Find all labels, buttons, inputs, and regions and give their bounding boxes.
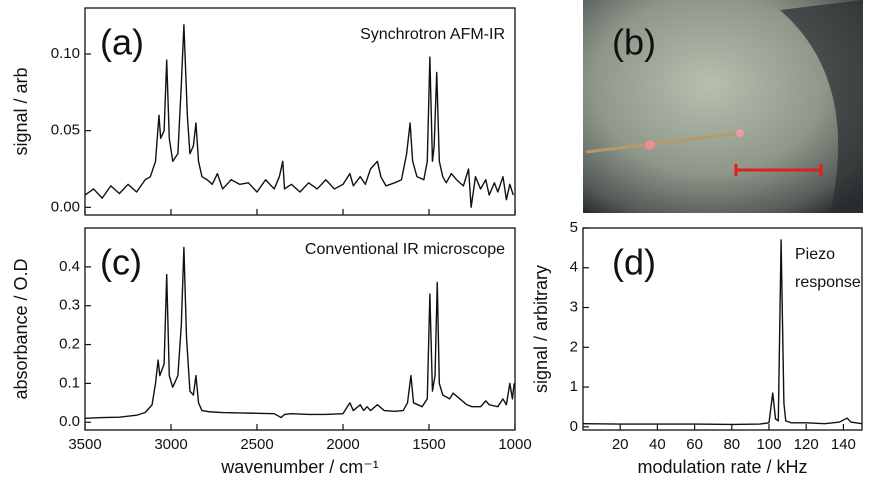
y-axis-label: absorbance / O.D — [11, 258, 31, 399]
y-tick-label: 0.1 — [59, 374, 80, 391]
laser-spot — [645, 140, 655, 150]
plot-frame — [84, 227, 516, 431]
spectrum-line — [84, 246, 515, 420]
y-axis-label: signal / arbitrary — [531, 265, 551, 393]
y-tick-label: 0.10 — [51, 45, 80, 62]
annotation: response — [795, 274, 861, 291]
x-tick-label: 60 — [686, 436, 703, 453]
plot-frame — [582, 227, 863, 431]
y-tick-label: 0.2 — [59, 336, 80, 353]
x-axis-label: wavenumber / cm⁻¹ — [220, 457, 379, 477]
photo-panel: (b) — [583, 0, 863, 213]
x-axis-label: modulation rate / kHz — [637, 457, 807, 477]
y-tick-label: 2 — [570, 338, 578, 355]
x-tick-label: 100 — [756, 436, 781, 453]
x-tick-label: 20 — [612, 436, 629, 453]
annotation: Piezo — [795, 246, 835, 263]
x-tick-label: 80 — [723, 436, 740, 453]
panel-label: (d) — [612, 242, 656, 283]
y-axis-label: signal / arb — [11, 67, 31, 155]
photo-shadow — [780, 0, 863, 213]
x-tick-label: 1500 — [412, 436, 445, 453]
tip-spot — [736, 129, 744, 137]
y-tick-label: 4 — [570, 259, 578, 276]
x-tick-label: 140 — [831, 436, 856, 453]
x-tick-label: 3000 — [154, 436, 187, 453]
plot-frame — [84, 7, 516, 216]
probe — [585, 131, 743, 154]
y-tick-label: 1 — [570, 378, 578, 395]
y-tick-label: 0.05 — [51, 122, 80, 139]
spectrum-line — [84, 24, 514, 209]
y-tick-label: 5 — [570, 219, 578, 236]
x-tick-label: 2500 — [240, 436, 273, 453]
y-tick-label: 0 — [570, 418, 578, 435]
panel-label: (c) — [100, 242, 142, 283]
x-tick-label: 40 — [649, 436, 666, 453]
panel-title: Synchrotron AFM-IR — [360, 26, 505, 43]
y-tick-label: 0.4 — [59, 258, 80, 275]
x-tick-label: 120 — [794, 436, 819, 453]
y-tick-label: 0.3 — [59, 297, 80, 314]
y-tick-label: 3 — [570, 298, 578, 315]
y-tick-label: 0.00 — [51, 198, 80, 215]
y-tick-label: 0.0 — [59, 413, 80, 430]
panel-label: (b) — [612, 22, 656, 63]
x-tick-label: 1000 — [498, 436, 531, 453]
x-tick-label: 3500 — [68, 436, 101, 453]
spectrum-line — [582, 239, 863, 426]
panel-title: Conventional IR microscope — [305, 241, 505, 258]
panel-label: (a) — [100, 22, 144, 63]
x-tick-label: 2000 — [326, 436, 359, 453]
